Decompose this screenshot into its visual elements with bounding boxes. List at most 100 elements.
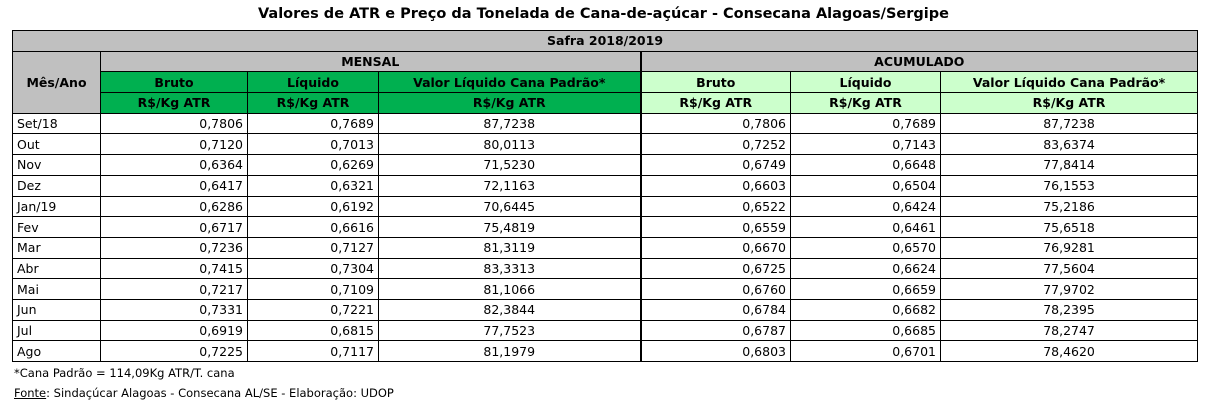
month-cell: Out xyxy=(12,133,101,156)
source-label: Fonte xyxy=(14,386,47,400)
table-row: Dez 0,6417 0,6321 72,1163 0,6603 0,6504 76,155… xyxy=(12,174,1199,197)
table-row: Jan/19 0,6286 0,6192 70,6445 0,6522 0,6424 75,… xyxy=(12,195,1199,218)
month-header: Mês/Ano xyxy=(12,50,101,114)
value-cell: 87,7238 xyxy=(939,112,1199,135)
value-cell: 77,7523 xyxy=(378,319,641,342)
table-row: Out 0,7120 0,7013 80,0113 0,7252 0,7143 83,637… xyxy=(12,133,1199,156)
value-cell: 81,3119 xyxy=(378,236,641,259)
value-cell: 0,6648 xyxy=(790,154,941,176)
value-cell: 0,6570 xyxy=(790,236,941,259)
value-cell: 78,4620 xyxy=(939,340,1199,362)
table-row: Mar 0,7236 0,7127 81,3119 0,6670 0,6570 76,928… xyxy=(12,236,1199,259)
value-cell: 0,6461 xyxy=(790,216,941,238)
table-row: Fev 0,6717 0,6616 75,4819 0,6559 0,6461 75,651… xyxy=(12,216,1199,238)
value-cell: 0,6803 xyxy=(639,340,791,362)
unit-header: R$/Kg ATR xyxy=(790,92,941,114)
value-cell: 0,6682 xyxy=(790,298,941,321)
value-cell: 0,6784 xyxy=(639,298,791,321)
value-cell: 76,1553 xyxy=(939,174,1199,197)
value-cell: 0,7236 xyxy=(100,236,248,259)
value-cell: 0,6559 xyxy=(639,216,791,238)
group-header: ACUMULADO xyxy=(639,50,1199,73)
value-cell: 0,6919 xyxy=(100,319,248,342)
value-cell: 0,6701 xyxy=(790,340,941,362)
value-cell: 80,0113 xyxy=(378,133,641,156)
value-cell: 0,6725 xyxy=(639,257,791,280)
value-cell: 0,6616 xyxy=(247,216,379,238)
value-cell: 0,6269 xyxy=(247,154,379,176)
value-cell: 0,7221 xyxy=(247,298,379,321)
value-cell: 0,6286 xyxy=(100,195,248,218)
month-cell: Jul xyxy=(12,319,101,342)
month-cell: Abr xyxy=(12,257,101,280)
month-cell: Mar xyxy=(12,236,101,259)
value-cell: 0,6815 xyxy=(247,319,379,342)
value-cell: 70,6445 xyxy=(378,195,641,218)
value-cell: 0,7120 xyxy=(100,133,248,156)
value-cell: 0,6670 xyxy=(639,236,791,259)
group-header: MENSAL xyxy=(100,50,641,73)
value-cell: 0,6603 xyxy=(639,174,791,197)
value-cell: 0,6749 xyxy=(639,154,791,176)
month-cell: Dez xyxy=(12,174,101,197)
month-cell: Nov xyxy=(12,154,101,176)
table-row: Ago 0,7225 0,7117 81,1979 0,6803 0,6701 78,462… xyxy=(12,340,1199,362)
value-cell: 0,7013 xyxy=(247,133,379,156)
source-text: : Sindaçúcar Alagoas - Consecana AL/SE -… xyxy=(46,386,394,400)
value-cell: 0,6659 xyxy=(790,278,941,300)
table-row: Abr 0,7415 0,7304 83,3313 0,6725 0,6624 77,560… xyxy=(12,257,1199,280)
unit-header: R$/Kg ATR xyxy=(378,92,641,114)
unit-header: R$/Kg ATR xyxy=(100,92,248,114)
value-cell: 81,1979 xyxy=(378,340,641,362)
table-row: Jul 0,6919 0,6815 77,7523 0,6787 0,6685 78,274… xyxy=(12,319,1199,342)
value-cell: 83,3313 xyxy=(378,257,641,280)
value-cell: 82,3844 xyxy=(378,298,641,321)
value-cell: 0,7225 xyxy=(100,340,248,362)
unit-row: R$/Kg ATR R$/Kg ATR R$/Kg ATR R$/Kg ATR R$/K… xyxy=(13,92,1199,114)
month-cell: Jan/19 xyxy=(12,195,101,218)
value-cell: 81,1066 xyxy=(378,278,641,300)
value-cell: 0,7415 xyxy=(100,257,248,280)
value-cell: 0,6685 xyxy=(790,319,941,342)
value-cell: 0,6522 xyxy=(639,195,791,218)
value-cell: 0,7117 xyxy=(247,340,379,362)
table-row: Set/18 0,7806 0,7689 87,7238 0,7806 0,7689 87,… xyxy=(12,112,1199,135)
value-cell: 0,7127 xyxy=(247,236,379,259)
value-cell: 0,7304 xyxy=(247,257,379,280)
value-cell: 0,7331 xyxy=(100,298,248,321)
value-cell: 87,7238 xyxy=(378,112,641,135)
subheader-row: Bruto Líquido Valor Líquido Cana Padrão* Br… xyxy=(13,71,1199,94)
value-cell: 75,6518 xyxy=(939,216,1199,238)
value-cell: 0,7689 xyxy=(790,112,941,135)
value-cell: 0,6760 xyxy=(639,278,791,300)
value-cell: 83,6374 xyxy=(939,133,1199,156)
value-cell: 76,9281 xyxy=(939,236,1199,259)
value-cell: 0,6364 xyxy=(100,154,248,176)
value-cell: 72,1163 xyxy=(378,174,641,197)
month-cell: Mai xyxy=(12,278,101,300)
value-cell: 78,2747 xyxy=(939,319,1199,342)
unit-header: R$/Kg ATR xyxy=(639,92,791,114)
title: Valores de ATR e Preço da Tonelada de Ca… xyxy=(258,6,949,22)
value-cell: 0,7806 xyxy=(639,112,791,135)
table-row: Mai 0,7217 0,7109 81,1066 0,6760 0,6659 77,970… xyxy=(12,278,1199,300)
table-head: Safra 2018/2019 Mês/Ano MENSAL ACUMULADO… xyxy=(11,30,1199,114)
value-cell: 0,7252 xyxy=(639,133,791,156)
source: Fonte: Sindaçúcar Alagoas - Consecana AL… xyxy=(14,386,394,400)
value-cell: 77,9702 xyxy=(939,278,1199,300)
value-cell: 0,6787 xyxy=(639,319,791,342)
value-cell: 78,2395 xyxy=(939,298,1199,321)
month-cell: Fev xyxy=(12,216,101,238)
value-cell: 0,6424 xyxy=(790,195,941,218)
column-header: Bruto xyxy=(100,71,248,94)
value-cell: 0,6192 xyxy=(247,195,379,218)
data-table: Safra 2018/2019 Mês/Ano MENSAL ACUMULADO… xyxy=(11,30,1199,362)
value-cell: 77,8414 xyxy=(939,154,1199,176)
value-cell: 0,7217 xyxy=(100,278,248,300)
value-cell: 0,7109 xyxy=(247,278,379,300)
column-header: Valor Líquido Cana Padrão* xyxy=(939,71,1199,94)
value-cell: 75,2186 xyxy=(939,195,1199,218)
footnote: *Cana Padrão = 114,09Kg ATR/T. cana xyxy=(14,366,235,380)
value-cell: 0,6717 xyxy=(100,216,248,238)
